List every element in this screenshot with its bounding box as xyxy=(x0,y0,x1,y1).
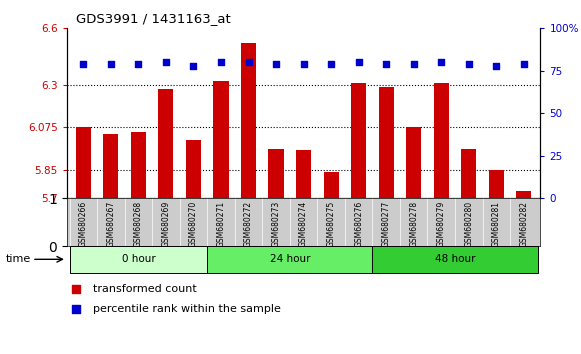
Bar xyxy=(213,81,228,198)
Point xyxy=(78,61,88,67)
Point xyxy=(519,61,529,67)
Point xyxy=(492,63,501,69)
Bar xyxy=(489,170,504,198)
Text: GSM680272: GSM680272 xyxy=(244,201,253,247)
Bar xyxy=(406,127,421,198)
Point xyxy=(409,61,418,67)
Text: 24 hour: 24 hour xyxy=(270,254,310,264)
Text: GSM680273: GSM680273 xyxy=(271,201,281,247)
Bar xyxy=(433,83,449,198)
Point xyxy=(71,307,81,312)
Point xyxy=(216,59,225,65)
Bar xyxy=(76,127,91,198)
Text: GSM680280: GSM680280 xyxy=(464,201,474,247)
Point xyxy=(189,63,198,69)
Text: GSM680269: GSM680269 xyxy=(162,201,170,247)
Text: GSM680279: GSM680279 xyxy=(437,201,446,247)
Bar xyxy=(159,89,174,198)
Bar xyxy=(241,44,256,198)
Bar xyxy=(517,191,532,198)
Bar xyxy=(186,140,201,198)
Text: GSM680277: GSM680277 xyxy=(382,201,390,247)
Text: GSM680274: GSM680274 xyxy=(299,201,308,247)
Point xyxy=(244,59,253,65)
Text: transformed count: transformed count xyxy=(93,284,196,294)
Bar xyxy=(103,134,119,198)
Text: GSM680266: GSM680266 xyxy=(79,201,88,247)
Text: time: time xyxy=(6,254,31,264)
Text: GSM680282: GSM680282 xyxy=(519,201,528,247)
Text: GSM680275: GSM680275 xyxy=(327,201,336,247)
Bar xyxy=(131,132,146,198)
Point xyxy=(299,61,308,67)
Bar xyxy=(268,149,284,198)
Text: percentile rank within the sample: percentile rank within the sample xyxy=(93,304,281,314)
Text: GDS3991 / 1431163_at: GDS3991 / 1431163_at xyxy=(76,12,230,25)
Point xyxy=(271,61,281,67)
Point xyxy=(162,59,171,65)
Text: GSM680271: GSM680271 xyxy=(217,201,225,247)
Point xyxy=(436,59,446,65)
Bar xyxy=(70,246,207,273)
Text: GSM680270: GSM680270 xyxy=(189,201,198,247)
Point xyxy=(327,61,336,67)
Bar xyxy=(461,149,476,198)
Text: 48 hour: 48 hour xyxy=(435,254,475,264)
Bar xyxy=(351,83,366,198)
Point xyxy=(71,286,81,292)
Point xyxy=(382,61,391,67)
Bar xyxy=(372,246,537,273)
Text: GSM680281: GSM680281 xyxy=(492,201,501,247)
Text: GSM680267: GSM680267 xyxy=(106,201,116,247)
Point xyxy=(106,61,116,67)
Point xyxy=(134,61,143,67)
Text: GSM680276: GSM680276 xyxy=(354,201,363,247)
Bar xyxy=(296,150,311,198)
Text: GSM680278: GSM680278 xyxy=(409,201,418,247)
Point xyxy=(464,61,474,67)
Bar xyxy=(324,172,339,198)
Text: 0 hour: 0 hour xyxy=(121,254,155,264)
Point xyxy=(354,59,363,65)
Bar xyxy=(379,87,394,198)
Text: GSM680268: GSM680268 xyxy=(134,201,143,247)
Bar xyxy=(207,246,372,273)
